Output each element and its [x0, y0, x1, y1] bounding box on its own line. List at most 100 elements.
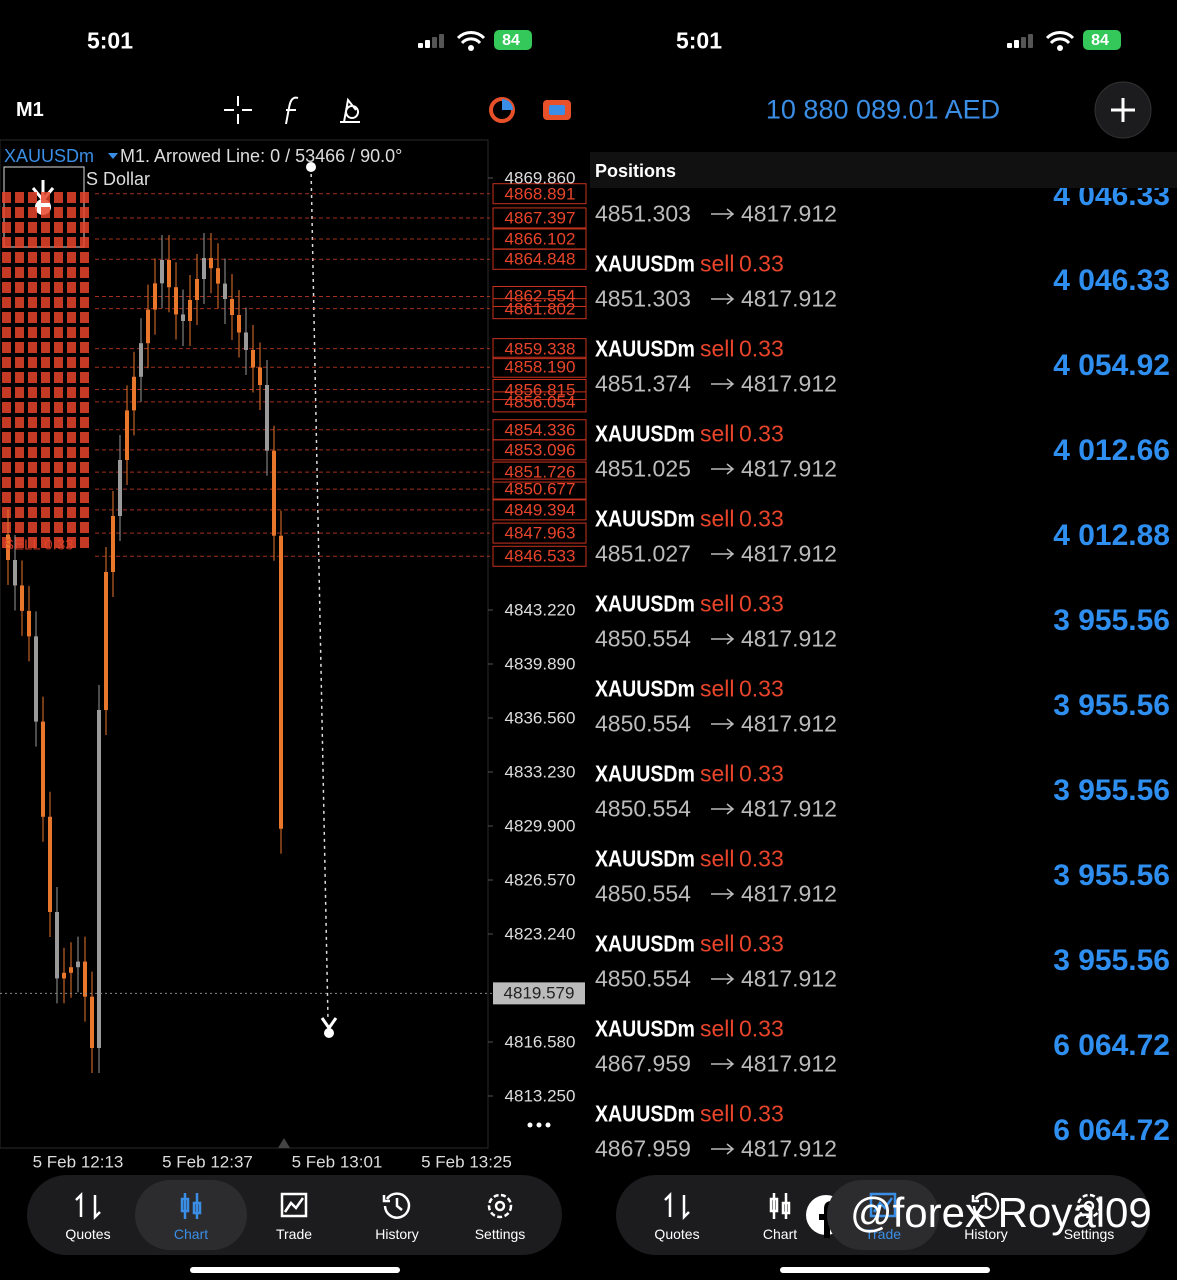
objects-icon[interactable]: [340, 97, 360, 123]
tab-label[interactable]: History: [375, 1226, 419, 1242]
tab-label[interactable]: Settings: [1063, 1226, 1115, 1242]
position-symbol[interactable]: XAUUSDm: [595, 760, 695, 787]
order-block: [67, 537, 76, 548]
positions-header: [590, 152, 1177, 188]
order-block: [15, 357, 24, 368]
order-block: [54, 357, 63, 368]
price-tick-label: 4833.230: [504, 762, 576, 782]
order-block: [2, 402, 11, 413]
position-symbol[interactable]: XAUUSDm: [595, 335, 695, 362]
position-symbol[interactable]: XAUUSDm: [595, 505, 695, 532]
candle-body: [55, 912, 59, 979]
order-block: [80, 297, 89, 308]
current-price: 4817.912: [741, 880, 837, 907]
order-block: [54, 207, 63, 218]
order-label-box: [492, 338, 587, 360]
more-dots[interactable]: [527, 1122, 551, 1128]
order-price: 4854.336: [504, 420, 576, 440]
price-arrow: [711, 633, 735, 645]
order-block: [41, 327, 50, 338]
tab-label[interactable]: Chart: [762, 1226, 798, 1242]
price-tick-label: 4826.570: [504, 870, 576, 890]
open-price: 4867.959: [595, 1050, 691, 1077]
order-block: [2, 507, 11, 518]
position-side: sell: [700, 930, 735, 957]
position-symbol[interactable]: XAUUSDm: [595, 420, 695, 447]
order-block: [2, 372, 11, 383]
tab-icon: [75, 1191, 101, 1221]
status-time: 5:01: [86, 27, 134, 54]
order-block: [2, 192, 11, 203]
crosshair-icon[interactable]: [224, 96, 252, 124]
timeframe[interactable]: M1: [16, 99, 44, 121]
order-block: [54, 192, 63, 203]
candle-body: [97, 710, 101, 1048]
candle-body: [118, 460, 122, 516]
order-block: [15, 387, 24, 398]
signal-bar: [1028, 34, 1033, 48]
current-price: 4817.912: [741, 455, 837, 482]
candle-body: [139, 343, 143, 377]
open-price: 4850.554: [595, 795, 691, 822]
tab-label[interactable]: Trade: [275, 1226, 313, 1242]
candle-body: [90, 996, 94, 1048]
order-block: [41, 477, 50, 488]
order-block: [15, 312, 24, 323]
signal-bar: [1014, 40, 1019, 48]
chart-symbol[interactable]: XAUUSDm: [4, 146, 95, 166]
tab-label[interactable]: Quotes: [65, 1226, 111, 1242]
order-block: [15, 252, 24, 263]
order-block: [2, 417, 11, 428]
order-block: [28, 267, 37, 278]
position-volume: 0.33: [739, 420, 784, 447]
signal-bar: [425, 40, 430, 48]
order-block: [54, 237, 63, 248]
order-block: [2, 237, 11, 248]
wifi-dot: [1057, 45, 1063, 51]
position-symbol[interactable]: XAUUSDm: [595, 250, 695, 277]
tab-label[interactable]: Settings: [474, 1226, 526, 1242]
candle-body: [83, 961, 87, 997]
tab-label[interactable]: Chart: [173, 1226, 209, 1242]
order-block: [2, 447, 11, 458]
tab-label[interactable]: Trade: [864, 1226, 902, 1242]
candle-body: [125, 410, 129, 460]
tab-label[interactable]: History: [964, 1226, 1008, 1242]
current-price: 4817.912: [741, 1135, 837, 1162]
order-block: [54, 327, 63, 338]
tab-icon: [1083, 1200, 1095, 1212]
dropdown-arrow[interactable]: [108, 153, 118, 159]
order-block: [28, 237, 37, 248]
price-arrow: [711, 1058, 735, 1070]
order-block: [67, 312, 76, 323]
order-block: [54, 372, 63, 383]
arrowed-line-end-dot: [324, 1028, 334, 1038]
time-label: 5 Feb 13:25: [421, 1152, 512, 1172]
position-symbol[interactable]: XAUUSDm: [595, 845, 695, 872]
candle-body: [195, 279, 199, 300]
candle-body: [153, 283, 157, 310]
order-block: [67, 387, 76, 398]
position-symbol[interactable]: XAUUSDm: [595, 1015, 695, 1042]
order-price: 4856.054: [504, 392, 576, 412]
wifi-icon: [1045, 31, 1075, 45]
order-block: [80, 522, 89, 533]
position-symbol[interactable]: XAUUSDm: [595, 675, 695, 702]
position-symbol[interactable]: XAUUSDm: [595, 930, 695, 957]
order-block: [80, 327, 89, 338]
order-block: [28, 507, 37, 518]
indicator-icon[interactable]: [285, 96, 299, 125]
position-symbol[interactable]: XAUUSDm: [595, 590, 695, 617]
tab-label[interactable]: Quotes: [654, 1226, 700, 1242]
section-title: Positions: [595, 161, 677, 181]
position-volume: 0.33: [739, 760, 784, 787]
position-symbol[interactable]: XAUUSDm: [595, 1100, 695, 1127]
candle-body: [167, 260, 171, 288]
arrowed-line-start: [306, 162, 316, 172]
order-block: [67, 207, 76, 218]
current-price: 4817.912: [741, 795, 837, 822]
order-label-box: [492, 285, 587, 307]
position-volume: 0.33: [739, 505, 784, 532]
candle-body: [251, 350, 255, 368]
open-price: 4850.554: [595, 710, 691, 737]
